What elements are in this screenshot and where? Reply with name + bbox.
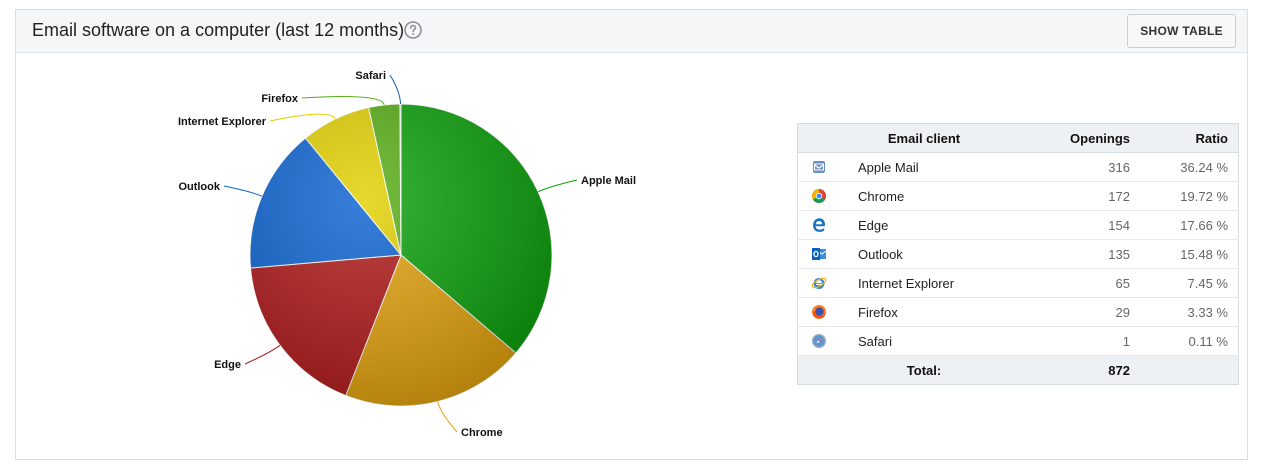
ratio-value: 15.48 % [1140, 239, 1239, 269]
openings-value: 135 [1009, 239, 1140, 269]
table-row: Internet Explorer 65 7.45 % [797, 268, 1239, 298]
email-software-panel: Email software on a computer (last 12 mo… [15, 9, 1248, 460]
table-row: Apple Mail 316 36.24 % [797, 152, 1239, 182]
openings-value: 65 [1009, 268, 1140, 298]
table-row: Firefox 29 3.33 % [797, 297, 1239, 327]
openings-value: 154 [1009, 210, 1140, 240]
email-client-column-header: Email client [840, 123, 1009, 153]
panel-title: Email software on a computer (last 12 mo… [32, 20, 405, 40]
table-row: Edge 154 17.66 % [797, 210, 1239, 240]
label-connector [437, 401, 458, 433]
firefox-icon [812, 305, 826, 320]
client-name: Firefox [840, 297, 1009, 327]
table-total-row: Total: 872 [797, 355, 1239, 385]
pie-label: Outlook [178, 181, 220, 193]
total-value: 872 [1009, 355, 1140, 385]
client-name: Edge [840, 210, 1009, 240]
pie-chart: Apple Mail Chrome Edge Outlook Internet Expl… [178, 70, 636, 439]
show-table-button[interactable]: SHOW TABLE [1127, 14, 1236, 48]
chrome-icon [812, 189, 826, 204]
client-name: Apple Mail [840, 152, 1009, 182]
question-circle-icon[interactable] [404, 21, 422, 39]
apple-mail-icon [813, 161, 825, 174]
label-connector [244, 344, 281, 365]
openings-value: 1 [1009, 326, 1140, 356]
client-name: Safari [840, 326, 1009, 356]
label-connector [269, 113, 336, 122]
pie-label: Chrome [461, 427, 503, 439]
pie-label: Internet Explorer [178, 116, 267, 128]
openings-value: 172 [1009, 181, 1140, 211]
ratio-value: 3.33 % [1140, 297, 1239, 327]
internet-explorer-icon [811, 278, 827, 290]
label-connector [389, 74, 401, 105]
client-name: Internet Explorer [840, 268, 1009, 298]
icon-column-header [797, 123, 840, 153]
ratio-column-header: Ratio [1140, 123, 1239, 153]
openings-value: 29 [1009, 297, 1140, 327]
client-name: Outlook [840, 239, 1009, 269]
edge-icon [813, 218, 825, 233]
safari-icon [812, 334, 826, 349]
ratio-value: 36.24 % [1140, 152, 1239, 182]
total-label: Total: [840, 355, 1009, 385]
table-header-row: Email client Openings Ratio [797, 123, 1239, 153]
pie-label: Apple Mail [581, 175, 636, 187]
label-connector [537, 179, 578, 193]
pie-label: Safari [355, 70, 386, 82]
openings-value: 316 [1009, 152, 1140, 182]
outlook-icon [812, 248, 827, 261]
table-row: Chrome 172 19.72 % [797, 181, 1239, 211]
ratio-value: 0.11 % [1140, 326, 1239, 356]
pie-label: Firefox [261, 93, 299, 105]
pie-label: Edge [214, 359, 241, 371]
openings-column-header: Openings [1009, 123, 1140, 153]
label-connector [301, 96, 385, 106]
client-name: Chrome [840, 181, 1009, 211]
ratio-value: 7.45 % [1140, 268, 1239, 298]
table-row: Safari 1 0.11 % [797, 326, 1239, 356]
table-row: Outlook 135 15.48 % [797, 239, 1239, 269]
panel-header: Email software on a computer (last 12 mo… [16, 10, 1247, 53]
ratio-value: 17.66 % [1140, 210, 1239, 240]
ratio-value: 19.72 % [1140, 181, 1239, 211]
email-client-table: Email client Openings Ratio Apple Mail 3… [797, 123, 1239, 385]
label-connector [223, 185, 263, 197]
